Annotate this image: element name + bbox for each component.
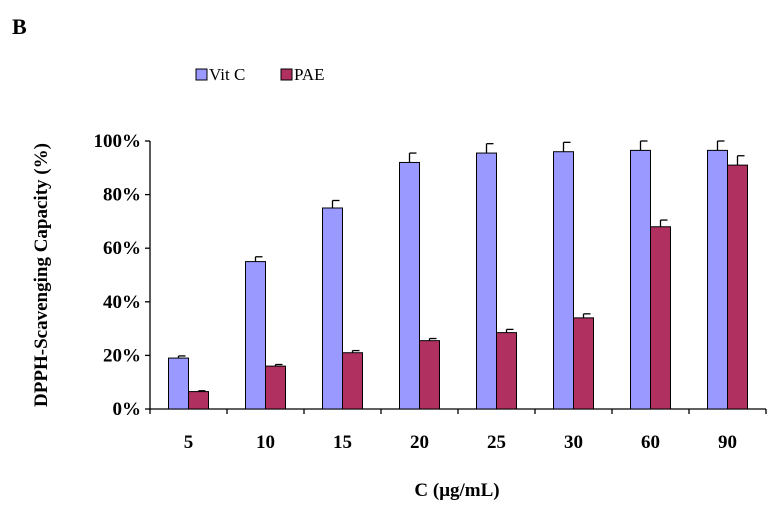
bar-vitc bbox=[322, 207, 343, 410]
x-tick-label: 25 bbox=[487, 432, 506, 453]
bar-pae bbox=[573, 317, 594, 410]
y-tick-label: 80% bbox=[103, 185, 141, 206]
x-tick-label: 5 bbox=[184, 432, 194, 453]
bar-vitc bbox=[399, 161, 420, 410]
y-tick-label: 100% bbox=[94, 131, 142, 152]
x-tick-label: 10 bbox=[256, 432, 275, 453]
x-tick-label: 30 bbox=[564, 432, 583, 453]
bar-pae bbox=[342, 352, 363, 410]
bar-vitc bbox=[553, 151, 574, 410]
bar-vitc bbox=[630, 149, 651, 410]
bar-vitc bbox=[168, 357, 189, 410]
legend-label-vitc: Vit C bbox=[209, 65, 245, 84]
x-tick-label: 20 bbox=[410, 432, 429, 453]
legend-swatch-pae bbox=[280, 68, 293, 81]
legend-swatch-vitc bbox=[195, 68, 208, 81]
bars bbox=[168, 140, 748, 410]
bar-pae bbox=[265, 365, 286, 410]
bar-pae bbox=[650, 226, 671, 410]
bar-pae bbox=[188, 391, 209, 410]
y-tick-label: 40% bbox=[103, 292, 141, 313]
bar-pae bbox=[496, 332, 517, 410]
bar-pae bbox=[419, 340, 440, 410]
y-tick-label: 0% bbox=[113, 399, 142, 420]
bar-vitc bbox=[707, 149, 728, 410]
legend-label-pae: PAE bbox=[294, 65, 325, 84]
y-ticks: 0% 20% 40% 60% 80% 100% bbox=[94, 131, 150, 420]
y-axis-title: DPPH-Scavenging Capacity (%) bbox=[31, 143, 52, 407]
x-tick-label: 90 bbox=[718, 432, 737, 453]
x-axis-title: C (μg/mL) bbox=[414, 480, 499, 501]
y-tick-label: 60% bbox=[103, 238, 141, 259]
y-tick-label: 20% bbox=[103, 345, 141, 366]
bar-vitc bbox=[245, 261, 266, 410]
x-ticks: 5 10 15 20 25 30 60 90 bbox=[149, 409, 767, 453]
x-tick-label: 60 bbox=[641, 432, 660, 453]
legend: Vit C PAE bbox=[195, 65, 325, 84]
panel-label: B bbox=[12, 14, 27, 39]
bar-vitc bbox=[476, 152, 497, 410]
bar-pae bbox=[727, 164, 748, 410]
x-tick-label: 15 bbox=[333, 432, 352, 453]
